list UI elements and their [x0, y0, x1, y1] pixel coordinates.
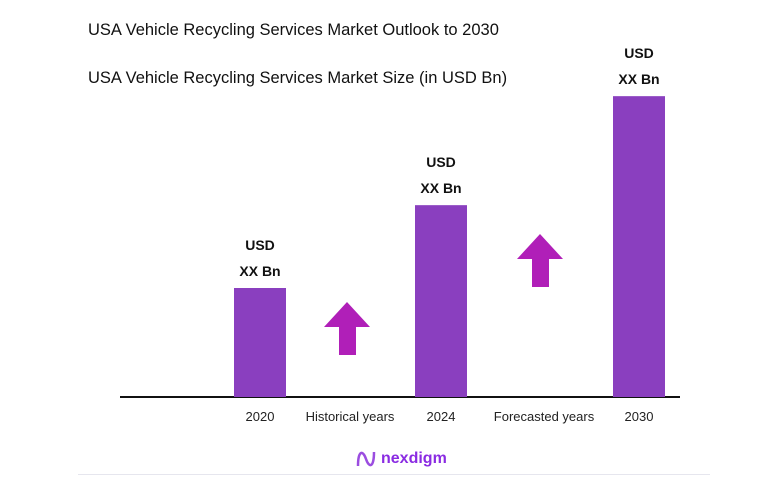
logo-icon: [356, 451, 376, 467]
data-label-currency: USD: [624, 45, 654, 61]
footer-divider: [78, 474, 710, 475]
bar-2020: [234, 288, 286, 397]
x-tick-label: 2030: [625, 409, 654, 424]
data-label-value: XX Bn: [618, 71, 659, 87]
data-label-currency: USD: [245, 237, 275, 253]
period-label-historical: Historical years: [306, 409, 395, 424]
period-label-forecast: Forecasted years: [494, 409, 595, 424]
chart-title: USA Vehicle Recycling Services Market Ou…: [88, 21, 499, 39]
logo-text: nexdigm: [381, 450, 447, 467]
data-label-value: XX Bn: [420, 180, 461, 196]
bar-2030: [613, 96, 665, 397]
up-arrow-icon: [324, 302, 370, 355]
data-label-currency: USD: [426, 154, 456, 170]
chart-subtitle: USA Vehicle Recycling Services Market Si…: [88, 69, 508, 87]
nexdigm-logo: nexdigm: [355, 448, 447, 470]
x-tick-label: 2024: [427, 409, 456, 424]
up-arrow-icon: [517, 234, 563, 287]
bar-2024: [415, 205, 467, 397]
data-label-value: XX Bn: [239, 263, 280, 279]
x-tick-label: 2020: [246, 409, 275, 424]
